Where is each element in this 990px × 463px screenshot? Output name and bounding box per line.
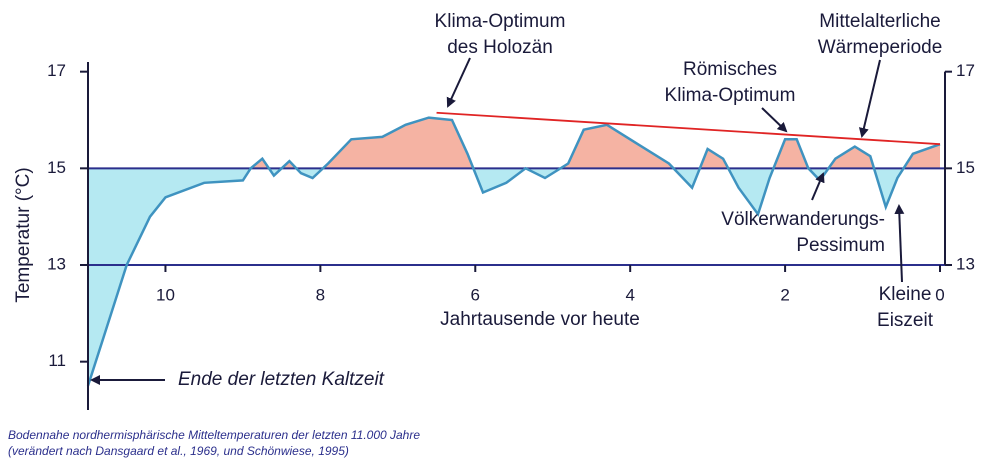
annotation-arrow bbox=[761, 107, 788, 133]
cold-area bbox=[88, 168, 904, 386]
annotation: Eiszeit bbox=[877, 310, 934, 331]
annotation: Völkerwanderungs- bbox=[721, 209, 885, 230]
y-tick-label: 17 bbox=[47, 61, 66, 80]
x-tick-label: 2 bbox=[780, 285, 789, 304]
annotation: Klima-Optimum bbox=[665, 85, 796, 106]
y2-tick-label: 15 bbox=[956, 158, 975, 177]
x-tick-label: 8 bbox=[316, 285, 325, 304]
y-tick-label: 13 bbox=[47, 254, 66, 273]
annotation: Pessimum bbox=[796, 235, 885, 256]
caption: Bodennahe nordhermisphärische Mitteltemp… bbox=[8, 428, 420, 442]
x-tick-label: 10 bbox=[156, 285, 175, 304]
x-tick-label: 4 bbox=[625, 285, 634, 304]
annotation-arrow bbox=[446, 57, 471, 108]
temperature-line bbox=[86, 116, 941, 387]
y-tick-label: 11 bbox=[48, 351, 66, 370]
annotation-arrow bbox=[894, 204, 905, 283]
warm-area bbox=[88, 117, 940, 169]
annotation: Mittelalterliche bbox=[819, 11, 940, 32]
y-axis-label: Temperatur (°C) bbox=[13, 167, 34, 302]
annotation: des Holozän bbox=[447, 37, 553, 58]
annotation: Klima-Optimum bbox=[435, 11, 566, 32]
y2-tick-label: 13 bbox=[956, 254, 975, 273]
annotation: Wärmeperiode bbox=[818, 37, 943, 58]
caption: (verändert nach Dansgaard et al., 1969, … bbox=[8, 444, 349, 458]
x-axis-label: Jahrtausende vor heute bbox=[440, 309, 640, 330]
x-tick-label: 0 bbox=[935, 285, 944, 304]
x-tick-label: 6 bbox=[471, 285, 480, 304]
annotation: Kleine bbox=[879, 284, 932, 305]
annotation: Ende der letzten Kaltzeit bbox=[178, 369, 385, 390]
y-tick-label: 15 bbox=[47, 158, 66, 177]
annotation-arrow bbox=[858, 59, 881, 138]
y2-tick-label: 17 bbox=[956, 61, 975, 80]
annotation-arrow bbox=[811, 172, 825, 201]
annotation: Römisches bbox=[683, 59, 777, 80]
trend-line bbox=[436, 111, 941, 146]
